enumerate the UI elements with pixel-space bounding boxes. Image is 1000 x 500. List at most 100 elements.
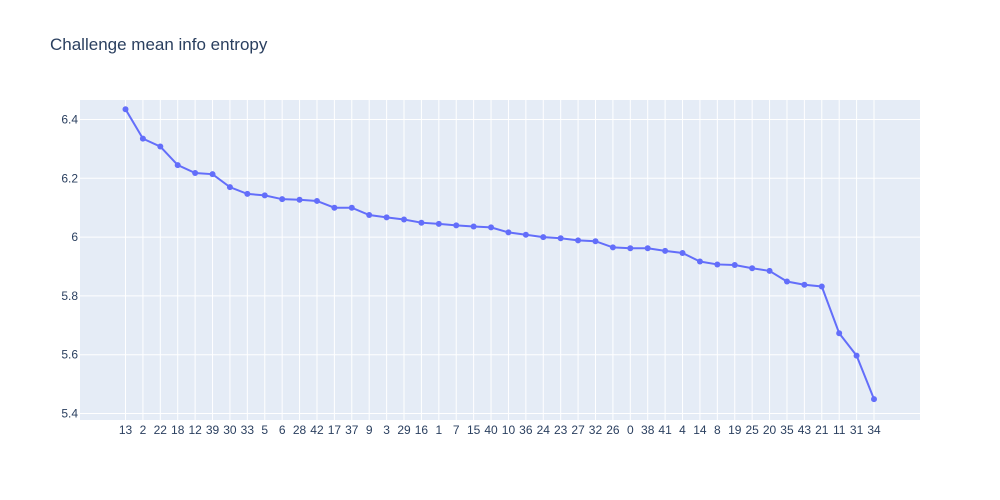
x-tick-label: 35 (780, 423, 794, 437)
x-tick-label: 30 (223, 423, 237, 437)
y-axis-ticks: 5.4 5.6 5.8 6 6.2 6.4 (61, 113, 78, 421)
x-tick-label: 38 (641, 423, 655, 437)
x-tick-label: 21 (815, 423, 829, 437)
x-tick-label: 40 (484, 423, 498, 437)
data-point[interactable] (731, 262, 738, 269)
data-point[interactable] (226, 184, 233, 191)
x-tick-label: 0 (627, 423, 634, 437)
x-tick-label: 6 (279, 423, 286, 437)
data-point[interactable] (696, 258, 703, 265)
x-tick-label: 5 (261, 423, 268, 437)
data-point[interactable] (749, 265, 756, 272)
plot-area (80, 100, 920, 420)
x-tick-label: 2 (140, 423, 147, 437)
x-tick-label: 42 (310, 423, 324, 437)
data-point[interactable] (157, 143, 164, 150)
data-point[interactable] (261, 192, 268, 199)
data-point[interactable] (348, 204, 355, 211)
x-tick-label: 18 (171, 423, 185, 437)
x-tick-label: 33 (241, 423, 255, 437)
x-tick-label: 26 (606, 423, 620, 437)
data-point[interactable] (592, 238, 599, 245)
data-point[interactable] (783, 278, 790, 285)
grid-lines (80, 100, 920, 420)
data-point[interactable] (279, 196, 286, 203)
x-tick-label: 9 (366, 423, 373, 437)
data-point[interactable] (435, 220, 442, 227)
data-point[interactable] (192, 170, 199, 177)
x-tick-label: 37 (345, 423, 359, 437)
y-tick-label: 5.6 (61, 348, 78, 362)
data-point[interactable] (644, 245, 651, 252)
data-point[interactable] (505, 229, 512, 236)
x-tick-label: 20 (763, 423, 777, 437)
x-tick-label: 22 (154, 423, 168, 437)
data-point[interactable] (470, 223, 477, 230)
x-tick-label: 39 (206, 423, 220, 437)
data-point[interactable] (244, 190, 251, 197)
x-tick-label: 12 (188, 423, 202, 437)
y-tick-label: 5.4 (61, 407, 78, 421)
x-tick-label: 32 (589, 423, 603, 437)
data-point[interactable] (575, 237, 582, 244)
x-tick-label: 27 (571, 423, 585, 437)
x-tick-label: 28 (293, 423, 307, 437)
data-point[interactable] (801, 281, 808, 288)
x-tick-label: 4 (679, 423, 686, 437)
data-point[interactable] (209, 171, 216, 178)
data-point[interactable] (679, 249, 686, 256)
x-tick-label: 3 (383, 423, 390, 437)
data-point[interactable] (522, 231, 529, 238)
x-tick-label: 23 (554, 423, 568, 437)
x-tick-label: 11 (833, 423, 846, 437)
x-tick-label: 16 (415, 423, 429, 437)
x-axis-ticks: 13 2 22 18 12 39 30 33 5 6 28 42 17 37 9 3 29 16 1 7 15 40 10 3… (119, 423, 881, 437)
x-tick-label: 25 (745, 423, 759, 437)
data-point[interactable] (766, 267, 773, 274)
data-point[interactable] (818, 283, 825, 290)
data-point[interactable] (853, 352, 860, 359)
data-point[interactable] (139, 135, 146, 142)
data-point[interactable] (122, 106, 129, 113)
x-tick-label: 15 (467, 423, 481, 437)
x-tick-label: 1 (435, 423, 442, 437)
data-point[interactable] (540, 234, 547, 241)
data-point[interactable] (296, 196, 303, 203)
x-tick-label: 43 (798, 423, 812, 437)
x-tick-label: 8 (714, 423, 721, 437)
data-point[interactable] (662, 247, 669, 254)
data-point[interactable] (174, 162, 181, 169)
data-point[interactable] (453, 222, 460, 229)
data-point[interactable] (488, 224, 495, 231)
data-point[interactable] (627, 245, 634, 252)
data-point[interactable] (383, 214, 390, 221)
x-tick-label: 24 (537, 423, 551, 437)
data-point[interactable] (313, 197, 320, 204)
x-tick-label: 36 (519, 423, 533, 437)
x-tick-label: 29 (397, 423, 411, 437)
y-tick-label: 6.2 (61, 171, 78, 185)
x-tick-label: 13 (119, 423, 133, 437)
data-point[interactable] (401, 216, 408, 223)
y-tick-label: 5.8 (61, 289, 78, 303)
y-tick-label: 6 (71, 230, 78, 244)
x-tick-label: 41 (658, 423, 672, 437)
data-point[interactable] (609, 244, 616, 251)
x-tick-label: 14 (693, 423, 707, 437)
x-tick-label: 7 (453, 423, 460, 437)
x-tick-label: 10 (502, 423, 516, 437)
x-tick-label: 31 (850, 423, 864, 437)
data-point[interactable] (331, 204, 338, 211)
series-points (122, 106, 877, 403)
chart-title: Challenge mean info entropy (50, 35, 268, 54)
data-point[interactable] (871, 396, 877, 403)
data-point[interactable] (836, 330, 843, 337)
data-point[interactable] (714, 261, 721, 268)
data-point[interactable] (557, 235, 564, 242)
x-tick-label: 17 (328, 423, 342, 437)
y-tick-label: 6.4 (61, 113, 78, 127)
x-tick-label: 19 (728, 423, 742, 437)
data-point[interactable] (418, 219, 425, 226)
data-point[interactable] (366, 212, 373, 219)
